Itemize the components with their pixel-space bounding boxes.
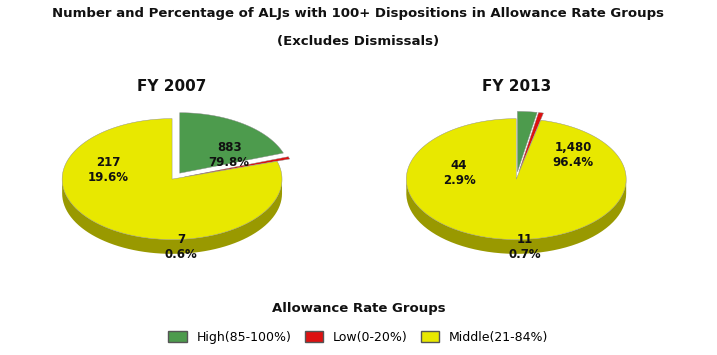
Text: Allowance Rate Groups: Allowance Rate Groups: [272, 302, 445, 315]
Title: FY 2013: FY 2013: [482, 79, 551, 94]
Text: 883
79.8%: 883 79.8%: [209, 141, 250, 169]
Polygon shape: [518, 111, 537, 172]
Legend: High(85-100%), Low(0-20%), Middle(21-84%): High(85-100%), Low(0-20%), Middle(21-84%…: [163, 326, 554, 349]
Text: 7
0.6%: 7 0.6%: [164, 233, 197, 261]
Text: 44
2.9%: 44 2.9%: [442, 158, 475, 186]
Text: Number and Percentage of ALJs with 100+ Dispositions in Allowance Rate Groups: Number and Percentage of ALJs with 100+ …: [52, 7, 665, 20]
Polygon shape: [62, 119, 282, 240]
Polygon shape: [407, 179, 626, 254]
Title: FY 2007: FY 2007: [138, 79, 206, 94]
Polygon shape: [62, 179, 282, 254]
Text: 1,480
96.4%: 1,480 96.4%: [553, 141, 594, 169]
Text: (Excludes Dismissals): (Excludes Dismissals): [277, 36, 440, 49]
Text: 11
0.7%: 11 0.7%: [509, 233, 541, 261]
Polygon shape: [407, 119, 626, 240]
Polygon shape: [184, 157, 290, 177]
Polygon shape: [180, 113, 283, 173]
Text: 217
19.6%: 217 19.6%: [87, 156, 129, 184]
Polygon shape: [519, 113, 543, 172]
